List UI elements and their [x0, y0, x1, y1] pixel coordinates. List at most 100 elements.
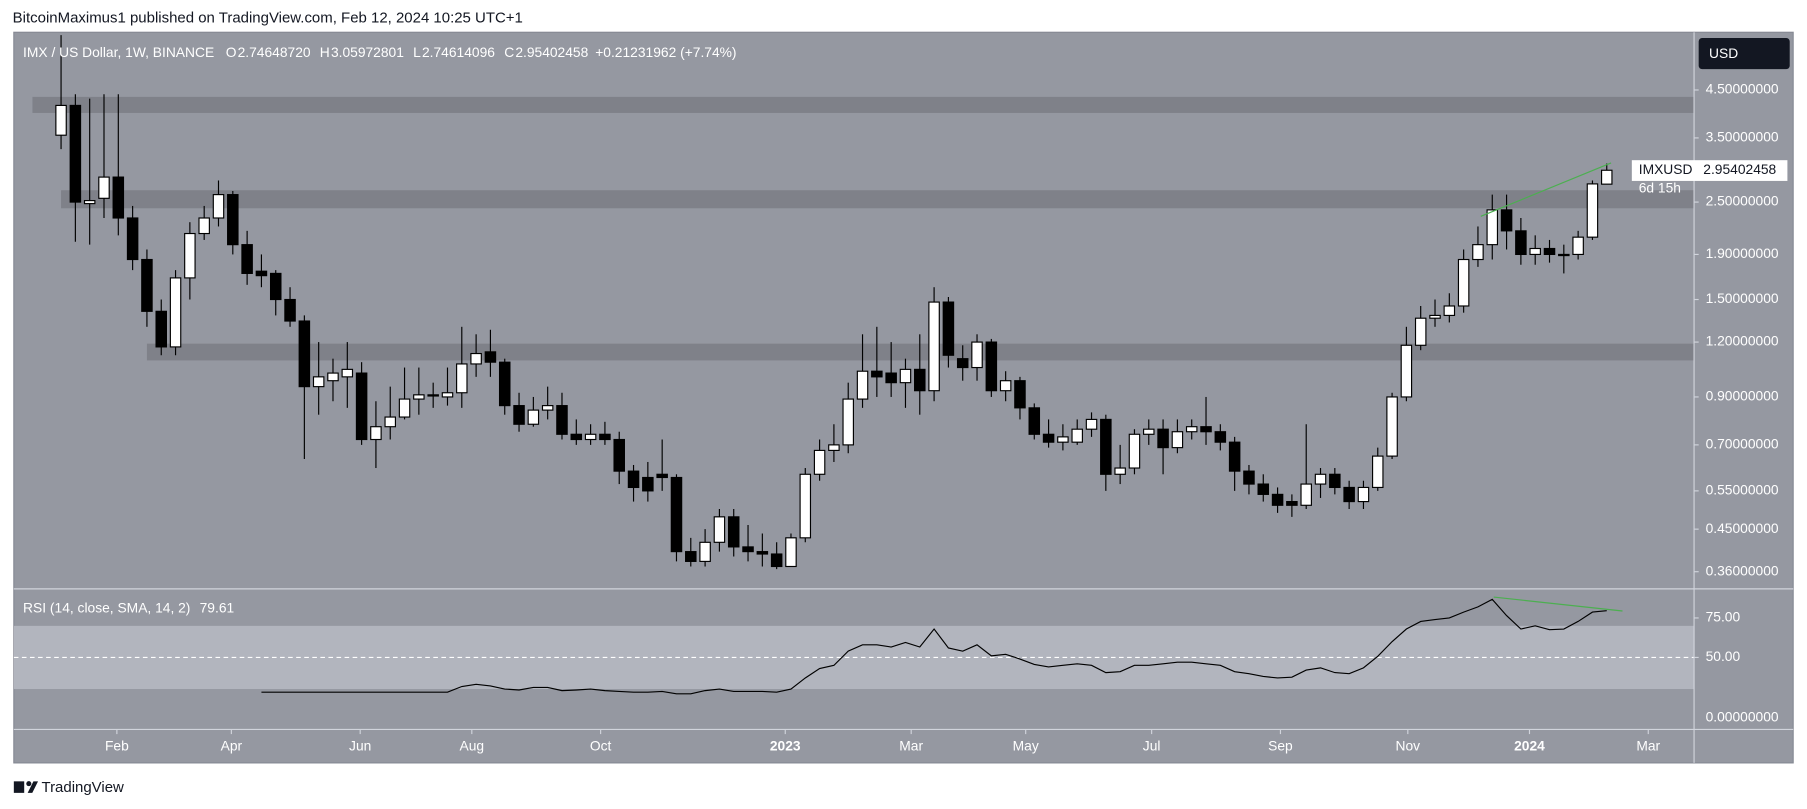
- candle-body: [727, 516, 740, 548]
- candle-body: [756, 551, 769, 555]
- candle-body: [1157, 428, 1169, 449]
- ohlc-value: 2.74614096: [422, 44, 495, 60]
- candle-body: [1443, 305, 1456, 316]
- candle-body: [384, 416, 396, 428]
- candle-body: [1529, 247, 1541, 256]
- logo-mark: [13, 781, 25, 793]
- candle-body: [98, 176, 110, 199]
- candle-body: [327, 372, 339, 382]
- currency-label[interactable]: USD: [1709, 45, 1738, 61]
- candle-body: [413, 394, 425, 400]
- zone: [32, 96, 1695, 113]
- candle-body: [613, 438, 625, 472]
- candle-body: [556, 405, 568, 435]
- candle-body: [1515, 230, 1527, 256]
- candle-body: [441, 392, 454, 398]
- x-tick-label: 2024: [1514, 737, 1545, 753]
- candle-body: [599, 433, 611, 441]
- candle-body: [813, 449, 826, 475]
- candle-body: [885, 372, 897, 384]
- axes: 0.36000000 0.45000000 0.55000000 0.70000000…: [105, 81, 1779, 754]
- change: +0.21231962 (+7.74%): [595, 44, 736, 60]
- candle-body: [1286, 501, 1298, 506]
- rsi-pane: [13, 596, 1695, 695]
- candle-body: [1128, 433, 1141, 469]
- candle-body: [1457, 258, 1470, 307]
- candle-body: [1171, 431, 1184, 449]
- trend-line: [1480, 162, 1612, 217]
- x-tick-label: Mar: [1636, 737, 1660, 753]
- ohlc-key: O: [226, 44, 237, 60]
- candle-body: [255, 270, 268, 277]
- candle-body: [570, 433, 583, 441]
- candle-body: [470, 352, 482, 365]
- candle-body: [971, 341, 983, 369]
- candle-body: [842, 398, 854, 446]
- price-label-symbol: IMXUSD: [1639, 161, 1693, 177]
- ohlc-key: L: [413, 44, 421, 60]
- candle-body: [513, 405, 525, 425]
- candle-body: [126, 217, 139, 261]
- candle-body: [241, 244, 253, 274]
- candle-body: [1271, 493, 1284, 506]
- rsi-title: RSI (14, close, SMA, 14, 2): [23, 599, 190, 615]
- x-tick-label: Feb: [105, 737, 129, 753]
- candle-body: [1558, 253, 1570, 257]
- candle-body: [1143, 428, 1155, 435]
- x-tick-label: Apr: [221, 737, 243, 753]
- candle-body: [1500, 209, 1513, 232]
- y-tick-label: 1.90000000: [1706, 245, 1779, 261]
- candle-body: [398, 398, 411, 418]
- candle-body: [942, 301, 955, 356]
- ohlc-key: C: [504, 44, 514, 60]
- x-tick-label: May: [1013, 737, 1039, 753]
- candle-body: [1486, 209, 1499, 246]
- y-tick-label: 1.20000000: [1706, 333, 1779, 349]
- price-pane: [32, 35, 1695, 570]
- candle-body: [627, 470, 640, 489]
- candle-body: [742, 546, 754, 553]
- candle-body: [713, 516, 726, 543]
- footer-brand: TradingView: [41, 779, 124, 796]
- rsi-line: [261, 598, 1607, 695]
- candle-body: [1243, 470, 1255, 485]
- candle-body: [856, 370, 869, 400]
- candle-body: [312, 376, 325, 388]
- candle-body: [1257, 483, 1270, 495]
- candle-body: [642, 476, 654, 492]
- candle-body: [670, 476, 683, 553]
- candle-body: [1343, 486, 1355, 503]
- rsi-legend: RSI (14, close, SMA, 14, 2) 79.61: [23, 599, 234, 615]
- candle-body: [427, 394, 439, 397]
- candle-body: [956, 358, 969, 369]
- ohlc-legend: O2.74648720 H3.05972801 L2.74614096 C2.9540…: [226, 44, 589, 60]
- candle-body: [69, 104, 82, 203]
- candle-body: [1472, 244, 1484, 261]
- candle-body: [1600, 169, 1613, 185]
- y-tick-label: 0.90000000: [1706, 388, 1779, 404]
- logo-slash: [27, 781, 39, 793]
- y-tick-label: 75.00: [1706, 609, 1741, 625]
- candle-body: [212, 194, 225, 219]
- candle-body: [785, 537, 797, 568]
- candle-body: [1329, 473, 1341, 489]
- candle-body: [1386, 396, 1398, 457]
- candle-body: [656, 473, 668, 479]
- x-tick-label: Oct: [590, 737, 612, 753]
- x-tick-label: Jul: [1143, 737, 1161, 753]
- y-tick-label: 0.36000000: [1706, 562, 1779, 578]
- candle-body: [1400, 344, 1413, 398]
- candle-body: [198, 217, 210, 235]
- candle-body: [83, 199, 96, 205]
- candle-body: [141, 258, 153, 312]
- y-tick-label: 2.50000000: [1706, 193, 1779, 209]
- candle-body: [541, 405, 554, 411]
- candle-body: [770, 553, 783, 568]
- candle-body: [1100, 418, 1112, 475]
- candle-body: [1071, 428, 1083, 443]
- candle-body: [184, 232, 196, 279]
- currency-button[interactable]: [1698, 38, 1790, 70]
- candle-body: [355, 372, 368, 441]
- candle-body: [269, 272, 282, 301]
- y-tick-label: 0.45000000: [1706, 520, 1779, 536]
